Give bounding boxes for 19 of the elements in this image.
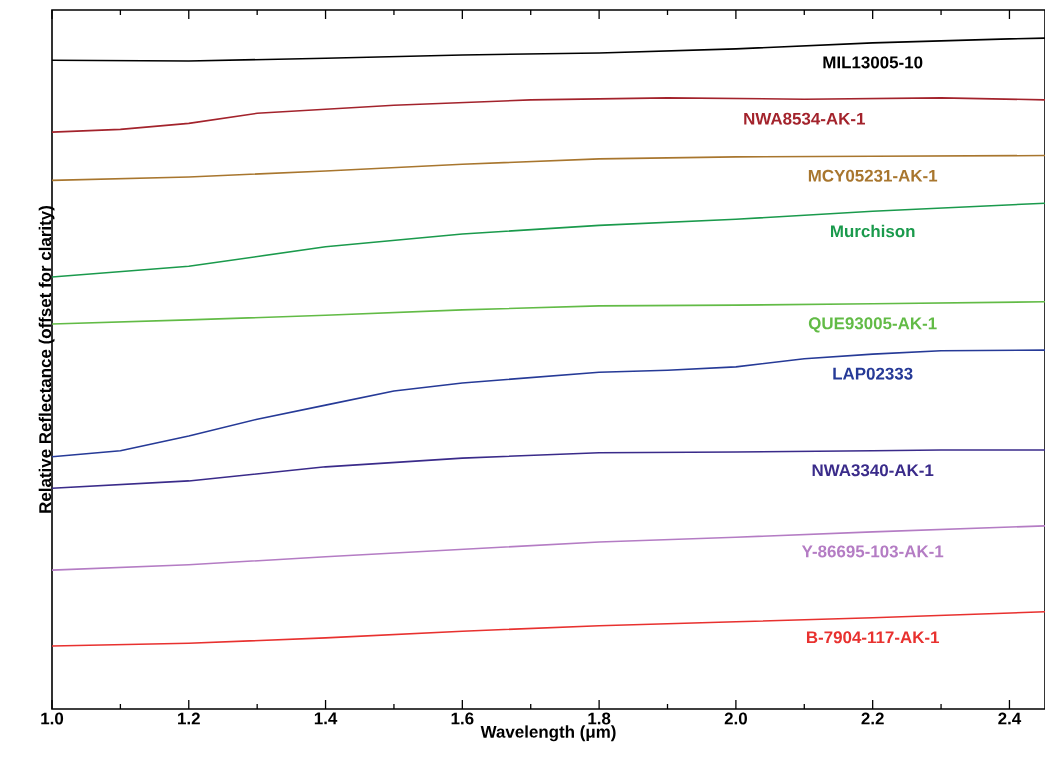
series-label: Murchison [831,224,915,238]
x-tick-label: 2.0 [724,712,747,725]
x-tick-label: 1.6 [451,712,474,725]
series-label: LAP02333 [833,367,913,380]
series-label: Y-86695-103-AK-1 [801,545,944,558]
x-tick-label: 2.2 [861,712,884,725]
y-axis-title: Relative Reflectance (offset for clarity) [38,206,55,513]
x-tick-label: 1.4 [314,712,338,725]
x-tick-label: 2.4 [998,712,1022,725]
series-label: NWA3340-AK-1 [812,464,934,477]
x-tick-label: 1.8 [588,712,611,725]
x-tick-label: 1.0 [41,712,64,725]
x-tick-label: 1.2 [178,712,200,725]
series-label: QUE93005-AK-1 [808,317,937,333]
x-axis-title: Wavelength (μm) [480,725,616,742]
series-label: MIL13005-10 [823,56,923,69]
series-label: B-7904-117-AK-1 [806,631,940,644]
series-label: NWA8534-AK-1 [744,112,865,125]
series-label: MCY05231-AK-1 [808,169,938,182]
